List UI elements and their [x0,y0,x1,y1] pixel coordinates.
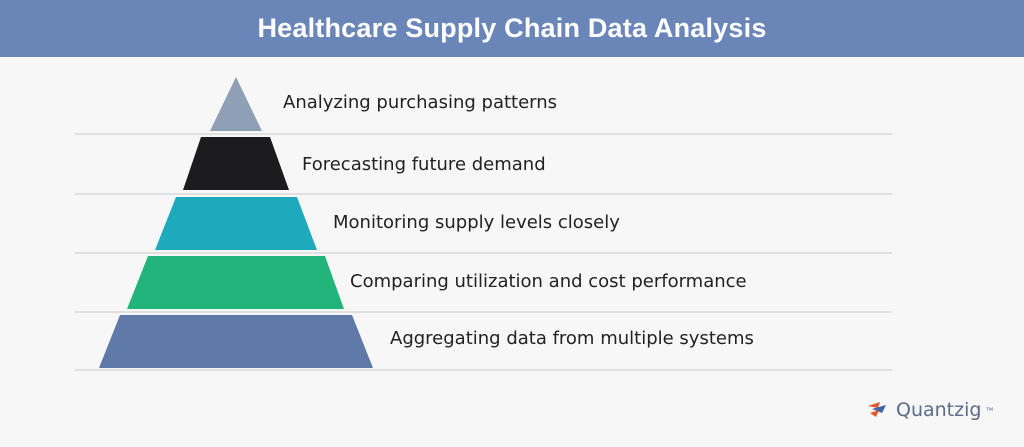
page-title: Healthcare Supply Chain Data Analysis [257,13,767,43]
logo-text: Quantzig [896,399,982,421]
quantzig-logo-icon [868,402,886,417]
level-3-label: Monitoring supply levels closely [333,212,620,233]
level-5-label: Aggregating data from multiple systems [390,328,754,349]
pyramid-level-1 [210,77,262,131]
level-1-label: Analyzing purchasing patterns [283,92,558,113]
level-4-label: Comparing utilization and cost performan… [350,271,747,292]
pyramid-level-2 [183,137,289,190]
pyramid-svg [75,77,892,371]
pyramid-diagram: Analyzing purchasing patterns Forecastin… [0,57,1024,447]
quantzig-logo: Quantzig ™ [866,395,993,425]
pyramid-level-3 [155,197,317,250]
pyramid-level-5 [99,315,373,368]
title-banner: Healthcare Supply Chain Data Analysis [0,0,1024,57]
logo-trademark: ™ [985,405,994,415]
level-2-label: Forecasting future demand [302,154,546,175]
pyramid-level-4 [127,256,344,309]
